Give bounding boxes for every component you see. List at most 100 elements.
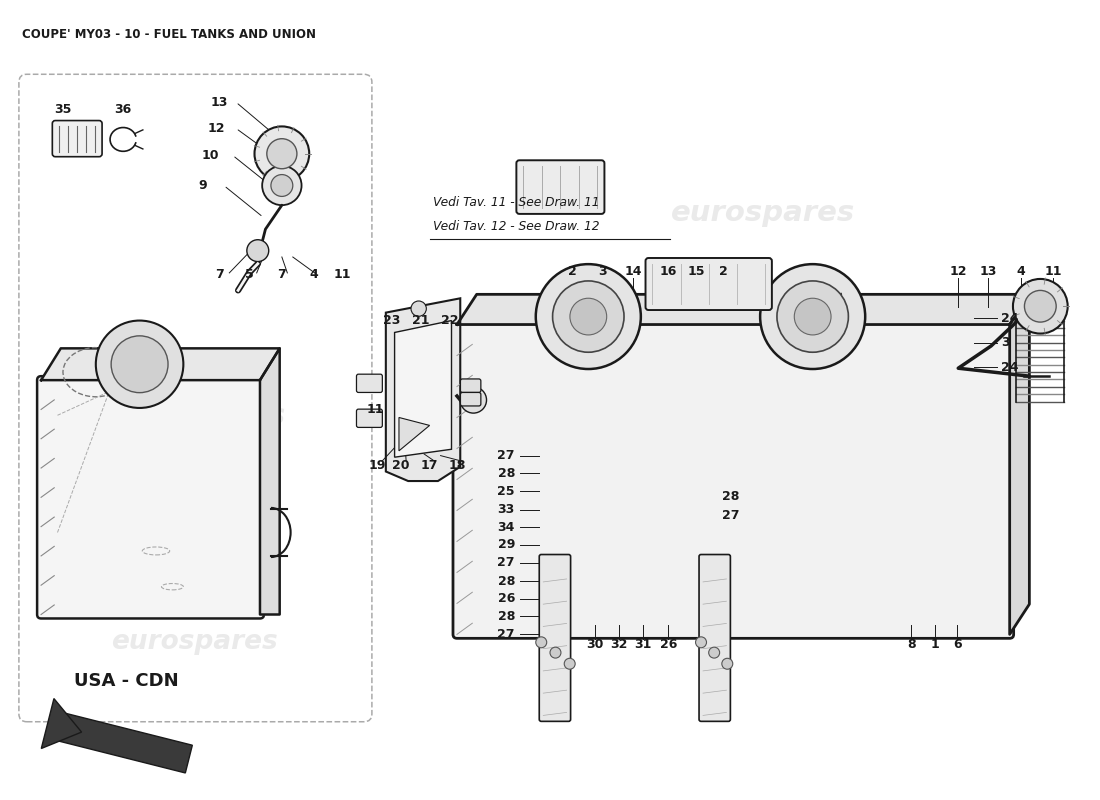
Text: 35: 35 bbox=[54, 102, 72, 115]
Text: Vedi Tav. 12 - See Draw. 12: Vedi Tav. 12 - See Draw. 12 bbox=[433, 220, 600, 234]
Text: eurospares: eurospares bbox=[111, 630, 277, 655]
FancyBboxPatch shape bbox=[356, 409, 383, 427]
Text: 10: 10 bbox=[202, 149, 220, 162]
Polygon shape bbox=[41, 348, 279, 380]
Text: 27: 27 bbox=[497, 449, 515, 462]
Text: 17: 17 bbox=[421, 458, 439, 472]
FancyBboxPatch shape bbox=[461, 379, 481, 393]
Circle shape bbox=[246, 240, 268, 262]
Text: eurospares: eurospares bbox=[671, 581, 856, 609]
Polygon shape bbox=[42, 698, 81, 749]
Text: 27: 27 bbox=[497, 628, 515, 641]
Text: 27: 27 bbox=[722, 509, 739, 522]
FancyBboxPatch shape bbox=[516, 160, 604, 214]
Text: 26: 26 bbox=[497, 592, 515, 605]
Text: 12: 12 bbox=[949, 265, 967, 278]
Polygon shape bbox=[260, 348, 279, 614]
Circle shape bbox=[254, 126, 309, 181]
Text: 8: 8 bbox=[906, 638, 915, 651]
Text: 28: 28 bbox=[497, 466, 515, 479]
Circle shape bbox=[536, 264, 641, 369]
Text: 16: 16 bbox=[660, 265, 676, 278]
Polygon shape bbox=[386, 298, 460, 481]
Text: 14: 14 bbox=[625, 265, 642, 278]
Text: 28: 28 bbox=[497, 574, 515, 588]
Circle shape bbox=[1024, 290, 1056, 322]
Polygon shape bbox=[395, 321, 451, 457]
Text: 31: 31 bbox=[635, 638, 651, 651]
Circle shape bbox=[1013, 279, 1068, 334]
Text: 25: 25 bbox=[497, 485, 515, 498]
Text: 9: 9 bbox=[199, 179, 208, 192]
Text: 20: 20 bbox=[393, 458, 410, 472]
Circle shape bbox=[708, 647, 719, 658]
Text: eurospares: eurospares bbox=[102, 402, 286, 430]
Text: 3: 3 bbox=[1001, 336, 1010, 350]
Text: 2: 2 bbox=[568, 265, 576, 278]
Text: 32: 32 bbox=[610, 638, 628, 651]
Text: USA - CDN: USA - CDN bbox=[74, 672, 179, 690]
Text: 36: 36 bbox=[114, 102, 132, 115]
Text: 29: 29 bbox=[497, 538, 515, 551]
Text: 21: 21 bbox=[412, 314, 430, 327]
Circle shape bbox=[111, 336, 168, 393]
Text: 26: 26 bbox=[660, 638, 676, 651]
Text: 33: 33 bbox=[497, 503, 515, 516]
Text: 11: 11 bbox=[366, 403, 384, 416]
FancyBboxPatch shape bbox=[19, 74, 372, 722]
Text: 2: 2 bbox=[718, 265, 727, 278]
Text: 18: 18 bbox=[449, 458, 465, 472]
FancyBboxPatch shape bbox=[37, 376, 264, 618]
Circle shape bbox=[570, 298, 607, 335]
Circle shape bbox=[777, 281, 848, 352]
FancyBboxPatch shape bbox=[356, 374, 383, 393]
Circle shape bbox=[722, 658, 733, 670]
Circle shape bbox=[271, 174, 293, 197]
FancyBboxPatch shape bbox=[646, 258, 772, 310]
Text: 24: 24 bbox=[1001, 361, 1019, 374]
Polygon shape bbox=[1010, 294, 1030, 634]
Polygon shape bbox=[48, 710, 192, 773]
Text: 22: 22 bbox=[441, 314, 458, 327]
FancyBboxPatch shape bbox=[453, 321, 1013, 638]
FancyBboxPatch shape bbox=[53, 121, 102, 157]
Circle shape bbox=[536, 637, 547, 648]
Circle shape bbox=[96, 321, 184, 408]
Circle shape bbox=[760, 264, 866, 369]
Text: 28: 28 bbox=[722, 490, 739, 503]
Circle shape bbox=[564, 658, 575, 670]
Text: 34: 34 bbox=[497, 521, 515, 534]
FancyBboxPatch shape bbox=[539, 554, 571, 722]
Text: 15: 15 bbox=[688, 265, 705, 278]
Circle shape bbox=[262, 166, 301, 205]
Circle shape bbox=[267, 138, 297, 169]
Text: 13: 13 bbox=[979, 265, 997, 278]
Circle shape bbox=[552, 281, 624, 352]
Text: 19: 19 bbox=[368, 458, 386, 472]
Text: 7: 7 bbox=[216, 268, 224, 281]
Text: 30: 30 bbox=[586, 638, 604, 651]
Text: 27: 27 bbox=[497, 556, 515, 570]
Text: 5: 5 bbox=[244, 268, 253, 281]
Text: 4: 4 bbox=[1016, 265, 1025, 278]
Circle shape bbox=[460, 387, 486, 413]
Text: 7: 7 bbox=[277, 268, 286, 281]
Polygon shape bbox=[456, 294, 1030, 325]
Text: Vedi Tav. 11 - See Draw. 11: Vedi Tav. 11 - See Draw. 11 bbox=[433, 197, 600, 210]
Text: 23: 23 bbox=[383, 314, 400, 327]
Polygon shape bbox=[399, 418, 430, 451]
Text: 1: 1 bbox=[931, 638, 939, 651]
FancyBboxPatch shape bbox=[461, 393, 481, 406]
Circle shape bbox=[794, 298, 832, 335]
Text: 3: 3 bbox=[598, 265, 607, 278]
Text: 28: 28 bbox=[497, 610, 515, 622]
Text: 24: 24 bbox=[1001, 312, 1019, 325]
Text: 12: 12 bbox=[208, 122, 224, 134]
Circle shape bbox=[550, 647, 561, 658]
Text: 4: 4 bbox=[309, 268, 318, 281]
Circle shape bbox=[411, 301, 427, 316]
Text: 13: 13 bbox=[211, 95, 228, 109]
Text: 11: 11 bbox=[1045, 265, 1063, 278]
Text: COUPE' MY03 - 10 - FUEL TANKS AND UNION: COUPE' MY03 - 10 - FUEL TANKS AND UNION bbox=[22, 28, 317, 41]
Text: eurospares: eurospares bbox=[671, 199, 856, 227]
